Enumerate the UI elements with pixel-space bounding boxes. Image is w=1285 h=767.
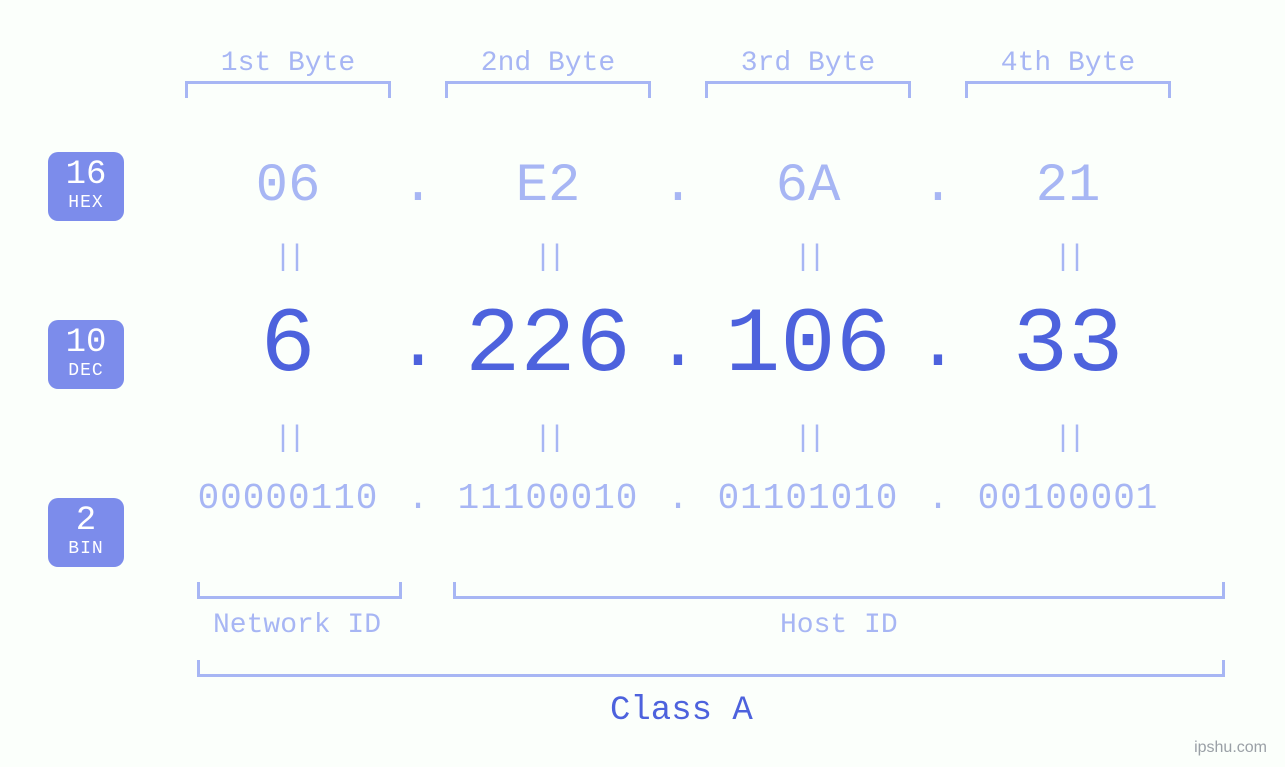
- eq-icon: [274, 241, 302, 275]
- ip-grid: 1st Byte 2nd Byte 3rd Byte 4th Byte 06 .…: [178, 0, 1238, 519]
- byte-label-3: 3rd Byte: [741, 0, 875, 79]
- bin-2: 11100010: [458, 478, 639, 519]
- badge-hex-name: HEX: [48, 194, 124, 213]
- byte-label-1: 1st Byte: [221, 0, 355, 79]
- badge-hex: 16 HEX: [48, 152, 124, 221]
- dot-hex-2: .: [662, 156, 694, 217]
- top-bracket-3: [705, 81, 911, 98]
- badge-bin: 2 BIN: [48, 498, 124, 567]
- badge-dec-base: 10: [48, 326, 124, 362]
- byte-label-2: 2nd Byte: [481, 0, 615, 79]
- dot-dec-3: .: [916, 305, 959, 387]
- eq-icon: [794, 241, 822, 275]
- class-label: Class A: [610, 692, 753, 730]
- eq-icon: [794, 422, 822, 456]
- host-bracket: [453, 582, 1225, 599]
- badge-bin-base: 2: [48, 504, 124, 540]
- network-id-label: Network ID: [213, 610, 381, 641]
- hex-2: E2: [516, 156, 581, 217]
- hex-4: 21: [1036, 156, 1101, 217]
- badge-dec: 10 DEC: [48, 320, 124, 389]
- network-bracket: [197, 582, 402, 599]
- class-bracket: [197, 660, 1225, 677]
- hex-1: 06: [256, 156, 321, 217]
- dec-1: 6: [260, 293, 315, 398]
- eq-icon: [534, 422, 562, 456]
- badge-dec-name: DEC: [48, 362, 124, 381]
- dot-dec-1: .: [396, 305, 439, 387]
- dec-4: 33: [1013, 293, 1123, 398]
- dot-bin-1: .: [407, 478, 429, 519]
- dec-3: 106: [725, 293, 891, 398]
- eq-icon: [534, 241, 562, 275]
- badge-hex-base: 16: [48, 158, 124, 194]
- top-bracket-2: [445, 81, 651, 98]
- eq-icon: [1054, 241, 1082, 275]
- host-id-label: Host ID: [780, 610, 898, 641]
- top-bracket-1: [185, 81, 391, 98]
- dec-2: 226: [465, 293, 631, 398]
- dot-bin-2: .: [667, 478, 689, 519]
- eq-icon: [1054, 422, 1082, 456]
- bin-1: 00000110: [198, 478, 379, 519]
- badge-bin-name: BIN: [48, 540, 124, 559]
- bin-4: 00100001: [978, 478, 1159, 519]
- bin-3: 01101010: [718, 478, 899, 519]
- dot-hex-3: .: [922, 156, 954, 217]
- dot-dec-2: .: [656, 305, 699, 387]
- byte-label-4: 4th Byte: [1001, 0, 1135, 79]
- credit-text: ipshu.com: [1194, 739, 1267, 757]
- eq-icon: [274, 422, 302, 456]
- dot-bin-3: .: [927, 478, 949, 519]
- top-bracket-4: [965, 81, 1171, 98]
- dot-hex-1: .: [402, 156, 434, 217]
- hex-3: 6A: [776, 156, 841, 217]
